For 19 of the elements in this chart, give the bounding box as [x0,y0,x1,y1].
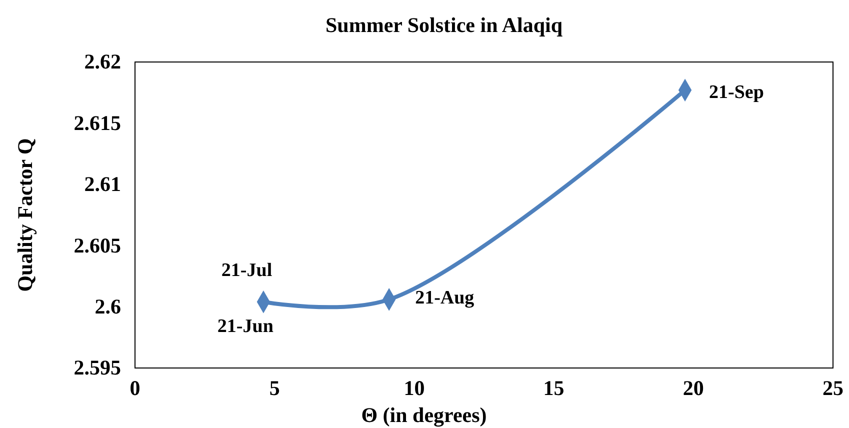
x-tick-label: 15 [543,376,564,400]
x-tick-label: 5 [269,376,280,400]
x-tick-label: 25 [822,376,844,400]
x-axis-title: Θ (in degrees) [361,403,487,427]
y-tick-label: 2.615 [74,110,121,135]
annotation: 21-Aug [415,287,475,308]
chart-title: Summer Solstice in Alaqiq [325,13,563,37]
y-axis-title: Quality Factor Q [13,138,37,292]
annotation: 21-Sep [709,82,764,104]
y-tick-label: 2.62 [84,50,121,74]
y-tick-label: 2.6 [94,294,121,319]
annotation: 21-Jul [221,260,272,281]
y-tick-label: 2.61 [84,172,121,196]
x-tick-label: 20 [682,376,704,400]
y-tick-label: 2.605 [74,233,121,258]
y-tick-label: 2.595 [74,356,121,380]
x-tick-label: 0 [130,376,140,400]
x-tick-label: 10 [404,376,425,400]
annotation: 21-Jun [217,316,274,337]
